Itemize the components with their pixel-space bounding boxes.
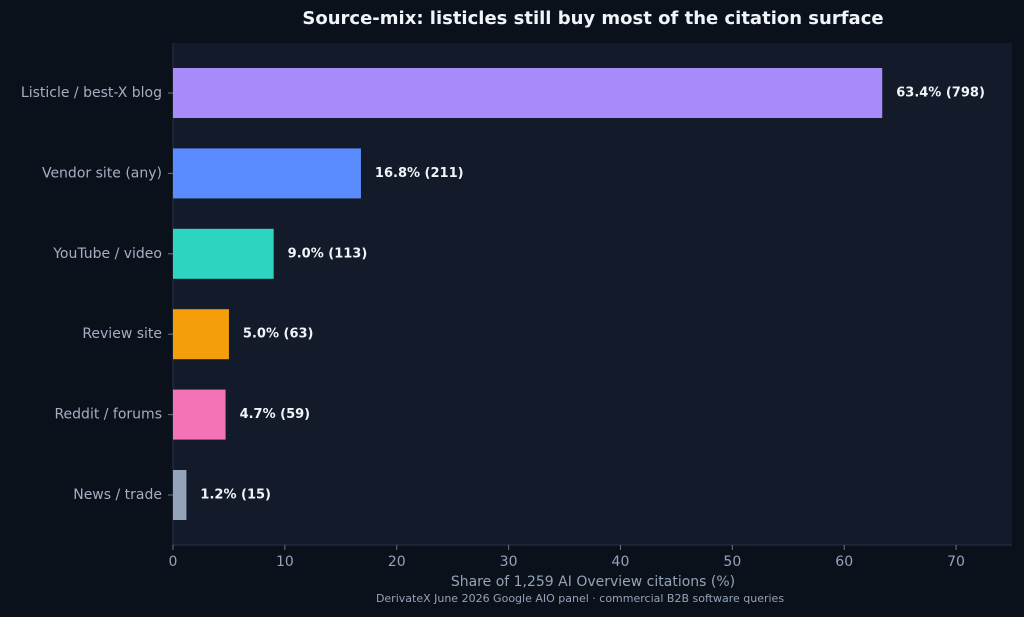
x-tick-label: 20: [388, 554, 406, 570]
x-tick-label: 40: [612, 554, 630, 570]
value-label: 63.4% (798): [896, 86, 985, 101]
value-label: 1.2% (15): [200, 488, 271, 503]
y-tick-label: Reddit / forums: [54, 407, 162, 423]
bar: [173, 228, 274, 279]
value-label: 4.7% (59): [240, 407, 311, 422]
y-tick-label: YouTube / video: [52, 246, 162, 262]
bar: [173, 389, 226, 440]
source-note: DerivateX June 2026 Google AIO panel · c…: [376, 592, 784, 605]
y-tick-label: Vendor site (any): [42, 165, 162, 181]
value-label: 5.0% (63): [243, 327, 314, 342]
y-tick-label: News / trade: [73, 487, 162, 503]
x-tick-label: 10: [276, 554, 294, 570]
bar: [173, 148, 361, 199]
value-label: 16.8% (211): [375, 166, 464, 181]
x-tick-label: 70: [947, 554, 965, 570]
bar: [173, 68, 883, 118]
x-tick-label: 60: [835, 554, 853, 570]
plot-area: [173, 43, 1012, 545]
x-axis-label: Share of 1,259 AI Overview citations (%): [451, 574, 735, 590]
x-tick-label: 0: [169, 554, 178, 570]
y-tick-label: Listicle / best-X blog: [21, 85, 162, 101]
bar: [173, 470, 187, 520]
x-tick-label: 30: [500, 554, 518, 570]
y-tick-label: Review site: [82, 326, 162, 342]
chart-title: Source-mix: listicles still buy most of …: [302, 8, 883, 29]
value-label: 9.0% (113): [288, 246, 368, 261]
bar: [173, 309, 229, 360]
x-tick-label: 50: [723, 554, 741, 570]
